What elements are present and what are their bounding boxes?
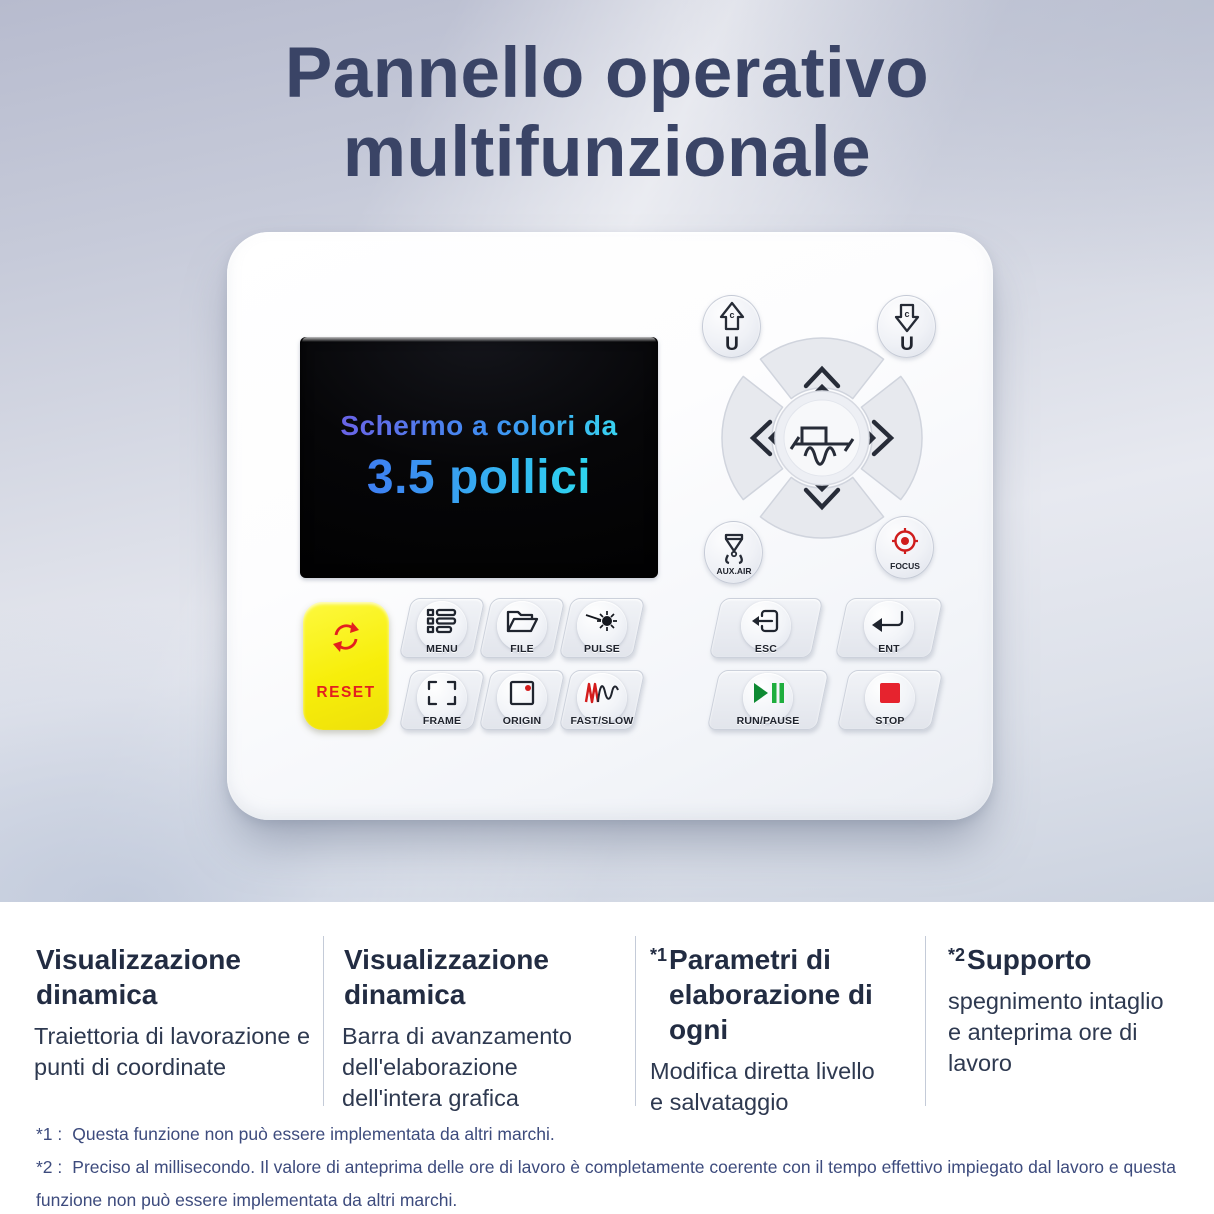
aux-air-label: AUX.AIR xyxy=(716,566,751,576)
z-down-inner-letter: c xyxy=(904,309,909,319)
menu-key[interactable]: MENU xyxy=(398,598,486,658)
up-arrow-outline-icon: c U xyxy=(719,301,744,355)
down-arrow-outline-icon: c U xyxy=(894,303,919,355)
focus-label: FOCUS xyxy=(890,561,920,571)
menu-key-label: MENU xyxy=(426,643,458,655)
footnote-marker: *1 : xyxy=(36,1124,63,1144)
play-pause-icon xyxy=(754,683,784,703)
dpad-up-button[interactable] xyxy=(759,337,885,403)
column-divider xyxy=(925,936,926,1106)
ent-keycap xyxy=(864,601,914,651)
reset-cycle-arrows-icon xyxy=(333,622,359,652)
esc-keycap xyxy=(741,601,791,651)
crosshair-target-icon: FOCUS xyxy=(890,527,920,571)
wave-speed-icon xyxy=(584,682,619,704)
dpad-center-button[interactable] xyxy=(774,390,870,486)
footnote-marker: *2 : xyxy=(36,1157,63,1177)
file-key-label: FILE xyxy=(510,643,534,655)
frame-key[interactable]: FRAME xyxy=(398,670,486,730)
pulse-key[interactable]: PULSE xyxy=(558,598,646,658)
esc-key[interactable]: ESC xyxy=(708,598,824,658)
stop-keycap xyxy=(865,673,915,723)
stop-square-icon xyxy=(880,683,900,703)
run-pause-key-label: RUN/PAUSE xyxy=(736,715,800,727)
laser-burst-icon xyxy=(585,611,617,631)
page-title-line2: multifunzionale xyxy=(342,113,872,192)
z-down-label: U xyxy=(900,334,914,355)
pulse-keycap xyxy=(577,601,627,651)
footnote-text: Questa funzione non può essere implement… xyxy=(72,1124,555,1144)
control-panel-device: Schermo a colori da 3.5 pollici xyxy=(227,232,993,820)
fast-slow-keycap xyxy=(577,673,627,723)
page-title-line1: Pannello operativo xyxy=(284,34,930,113)
feature-marker: *1 xyxy=(650,945,668,965)
stop-key-label: STOP xyxy=(875,715,905,727)
stop-key[interactable]: STOP xyxy=(836,670,944,730)
air-assist-nozzle-icon: AUX.AIR xyxy=(716,533,751,576)
origin-marker-icon xyxy=(509,680,535,706)
feature-marker: *2 xyxy=(948,945,966,965)
aux-air-key[interactable]: AUX.AIR xyxy=(704,521,763,584)
dpad xyxy=(721,337,923,539)
folder-icon xyxy=(506,610,539,633)
feature-body: Barra di avanzamento dell'elaborazione d… xyxy=(342,1023,572,1111)
footnote-1: *1 : Questa funzione non può essere imple… xyxy=(36,1118,1198,1151)
feature-title: Supporto xyxy=(967,944,1092,975)
z-up-inner-letter: c xyxy=(729,310,734,320)
feature-column-3: *1 Parametri di elaborazione di ogni Modi… xyxy=(650,942,894,1118)
menu-list-icon xyxy=(426,608,457,634)
esc-key-label: ESC xyxy=(754,643,778,655)
ent-key-label: ENT xyxy=(878,643,900,655)
z-up-key[interactable]: c U xyxy=(702,295,761,358)
features-section: Visualizzazione dinamica Traiettoria di … xyxy=(0,902,1214,1214)
file-keycap xyxy=(497,601,547,651)
footnote-2: *2 : Preciso al millisecondo. Il valore d… xyxy=(36,1151,1198,1214)
menu-keycap xyxy=(417,601,467,651)
lcd-screen: Schermo a colori da 3.5 pollici xyxy=(300,337,658,578)
footnote-text: Preciso al millisecondo. Il valore di an… xyxy=(36,1157,1177,1210)
z-down-key[interactable]: c U xyxy=(877,295,936,358)
feature-column-4: *2 Supporto spegnimento intaglio e antepr… xyxy=(948,942,1166,1079)
z-up-label: U xyxy=(725,334,739,355)
reset-key[interactable]: RESET xyxy=(303,602,389,730)
footnotes: *1 : Questa funzione non può essere imple… xyxy=(36,1118,1198,1214)
focus-key[interactable]: FOCUS xyxy=(875,516,934,579)
frame-keycap xyxy=(417,673,467,723)
origin-key[interactable]: ORIGIN xyxy=(478,670,566,730)
feature-title: Parametri di elaborazione di ogni xyxy=(669,944,873,1045)
pulse-key-label: PULSE xyxy=(583,643,620,655)
feature-column-2: Visualizzazione dinamica Barra di avanza… xyxy=(342,942,592,1114)
reset-key-label: RESET xyxy=(316,684,376,701)
dpad-right-button[interactable] xyxy=(857,375,923,501)
laser-pulse-wave-icon xyxy=(789,426,855,466)
feature-title: Visualizzazione dinamica xyxy=(36,944,241,1010)
frame-corners-icon xyxy=(427,680,457,706)
ent-key[interactable]: ENT xyxy=(834,598,944,658)
feature-title: Visualizzazione dinamica xyxy=(344,944,549,1010)
enter-return-arrow-icon xyxy=(872,610,904,632)
file-key[interactable]: FILE xyxy=(478,598,566,658)
escape-box-arrow-icon xyxy=(752,609,779,633)
fast-slow-key[interactable]: FAST/SLOW xyxy=(558,670,646,730)
origin-keycap xyxy=(497,673,547,723)
run-pause-keycap xyxy=(743,673,793,723)
fast-slow-key-label: FAST/SLOW xyxy=(570,715,634,727)
run-pause-key[interactable]: RUN/PAUSE xyxy=(706,670,830,730)
screen-text-line1: Schermo a colori da xyxy=(340,410,618,441)
feature-body: spegnimento intaglio e anteprima ore di … xyxy=(948,988,1164,1076)
feature-column-1: Visualizzazione dinamica Traiettoria di … xyxy=(34,942,326,1083)
feature-body: Modifica diretta livello e salvataggio xyxy=(650,1058,875,1115)
feature-body: Traiettoria di lavorazione e punti di co… xyxy=(34,1023,311,1080)
column-divider xyxy=(635,936,636,1106)
origin-key-label: ORIGIN xyxy=(502,715,542,727)
page-title: Pannello operativo multifunzionale xyxy=(0,34,1214,192)
screen-text-line2: 3.5 pollici xyxy=(366,451,592,504)
frame-key-label: FRAME xyxy=(422,715,462,727)
column-divider xyxy=(323,936,324,1106)
